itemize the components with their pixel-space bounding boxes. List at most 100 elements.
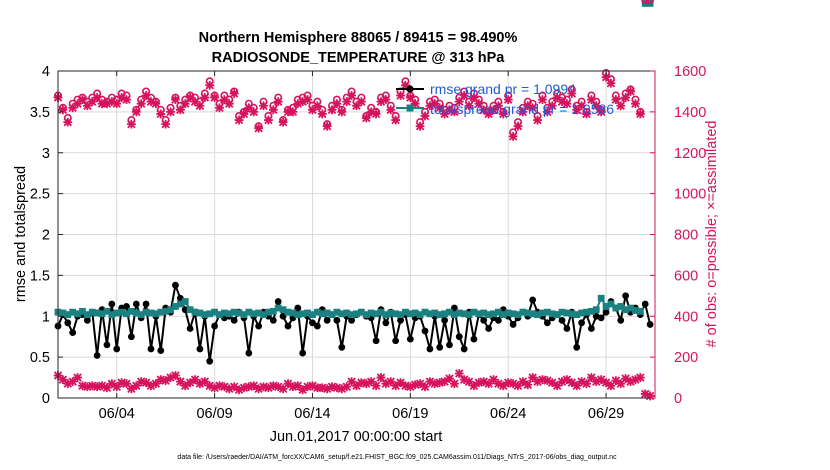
- obs_assimilated-point: [283, 107, 293, 117]
- obs_lower-point: [381, 379, 391, 389]
- totalspread-point: [328, 311, 336, 319]
- totalspread-point: [167, 306, 174, 314]
- totalspread-point: [250, 310, 258, 318]
- obs_assimilated-point: [312, 101, 322, 111]
- obs_lower-point: [127, 384, 136, 394]
- obs_assimilated-point: [244, 103, 254, 113]
- obs_assimilated-point: [298, 97, 308, 107]
- obs_assimilated-point: [156, 109, 166, 119]
- legend-totalspread-label: totalspread grand pr = 1.0586: [430, 101, 614, 117]
- rmse-point: [309, 319, 316, 327]
- obs_assimilated-point: [92, 93, 102, 102]
- obs_assimilated-point: [381, 95, 391, 105]
- obs_lower-point: [298, 385, 308, 395]
- totalspread-point: [103, 307, 111, 315]
- totalspread-point: [553, 311, 561, 319]
- totalspread-point: [627, 304, 634, 312]
- totalspread-point: [475, 310, 483, 318]
- obs_lower-point: [195, 379, 205, 389]
- obs_assimilated-point: [112, 99, 122, 109]
- obs_assimilated-point: [601, 72, 611, 82]
- obs_lower-point: [278, 384, 288, 394]
- totalspread-point: [543, 308, 551, 316]
- obs_lower-point: [567, 378, 577, 388]
- obs_assimilated-point: [445, 105, 454, 115]
- chart-title: Northern Hemisphere 88065 / 89415 = 98.4…: [199, 30, 518, 46]
- totalspread-point: [260, 311, 267, 319]
- totalspread-point: [431, 309, 439, 317]
- obs_lower-point: [92, 382, 102, 392]
- obs_lower-point: [459, 375, 469, 385]
- obs_assimilated-point: [479, 105, 489, 115]
- totalspread-point: [495, 308, 502, 316]
- rmse-point: [132, 300, 140, 308]
- totalspread-point: [406, 310, 414, 318]
- totalspread-point: [377, 308, 385, 316]
- totalspread-point: [69, 308, 77, 316]
- obs_lower-point: [239, 383, 249, 393]
- obs_lower-point: [215, 381, 224, 391]
- obs_assimilated-point: [621, 93, 631, 102]
- obs_lower-point: [405, 382, 415, 392]
- obs_lower-point: [156, 375, 166, 385]
- totalspread-point: [235, 309, 243, 317]
- x-tick-label: 06/14: [294, 406, 330, 422]
- x-tick-label: 06/19: [392, 406, 428, 422]
- obs_lower-point: [141, 378, 151, 388]
- obs_assimilated-point: [78, 95, 87, 105]
- totalspread-point: [181, 298, 189, 305]
- obs_lower-point: [645, 391, 655, 401]
- obs_lower-point: [175, 377, 185, 387]
- totalspread-point: [539, 309, 546, 317]
- obs_lower-point: [479, 377, 489, 387]
- obs_lower-point: [234, 385, 244, 395]
- obs_lower-point: [102, 383, 112, 393]
- obs_assimilated-point: [547, 101, 557, 111]
- totalspread-point: [568, 310, 576, 318]
- obs_lower-point: [151, 379, 161, 389]
- obs_lower-point: [327, 382, 337, 392]
- obs_assimilated-point: [469, 93, 479, 102]
- rmse-point: [446, 341, 453, 349]
- obs_lower-point: [386, 377, 396, 387]
- totalspread-point: [245, 308, 253, 316]
- totalspread-point: [88, 308, 96, 316]
- obs_lower-point: [58, 375, 68, 385]
- obs_lower-point: [528, 373, 538, 382]
- obs_assimilated-point: [371, 109, 381, 119]
- obs_assimilated-point: [347, 91, 357, 100]
- obs_lower-point: [224, 384, 234, 394]
- obs_assimilated-point: [249, 107, 259, 117]
- totalspread-point: [524, 309, 532, 317]
- obs_assimilated-point: [219, 95, 229, 105]
- obs_assimilated-point: [376, 97, 386, 107]
- totalspread-point: [294, 311, 302, 319]
- obs_lower-point: [78, 381, 87, 391]
- y-left-tick-label: 0: [42, 391, 50, 407]
- y-left-axis-ticks: 0 0.5 1 1.5 2 2.5 3 3.5 4: [30, 64, 63, 407]
- obs_lower-point: [161, 376, 171, 386]
- obs_lower-point: [557, 377, 567, 387]
- rmse-point: [142, 300, 150, 308]
- obs_lower-point: [112, 382, 122, 392]
- totalspread-point: [436, 311, 444, 319]
- data-file-footnote: data file: /Users/raeder/DAI/ATM_forcXX/…: [177, 454, 617, 461]
- totalspread-point: [441, 310, 448, 318]
- obs_lower-point: [494, 379, 503, 389]
- obs_assimilated-point: [259, 101, 268, 111]
- totalspread-point: [426, 310, 434, 318]
- obs_assimilated-point: [386, 105, 396, 115]
- obs_lower-point: [640, 389, 650, 399]
- rmse-point: [113, 345, 121, 353]
- obs_lower-point: [396, 378, 405, 388]
- obs_assimilated-point: [626, 87, 635, 96]
- obs_lower-point: [273, 382, 283, 392]
- obs_assimilated-point: [288, 107, 298, 117]
- obs_assimilated-point: [151, 99, 161, 109]
- rmse-point: [348, 316, 356, 324]
- x-tick-label: 06/04: [99, 406, 135, 422]
- obs_assimilated-point: [518, 107, 528, 117]
- totalspread-point: [74, 310, 81, 318]
- rmse-point: [622, 292, 630, 300]
